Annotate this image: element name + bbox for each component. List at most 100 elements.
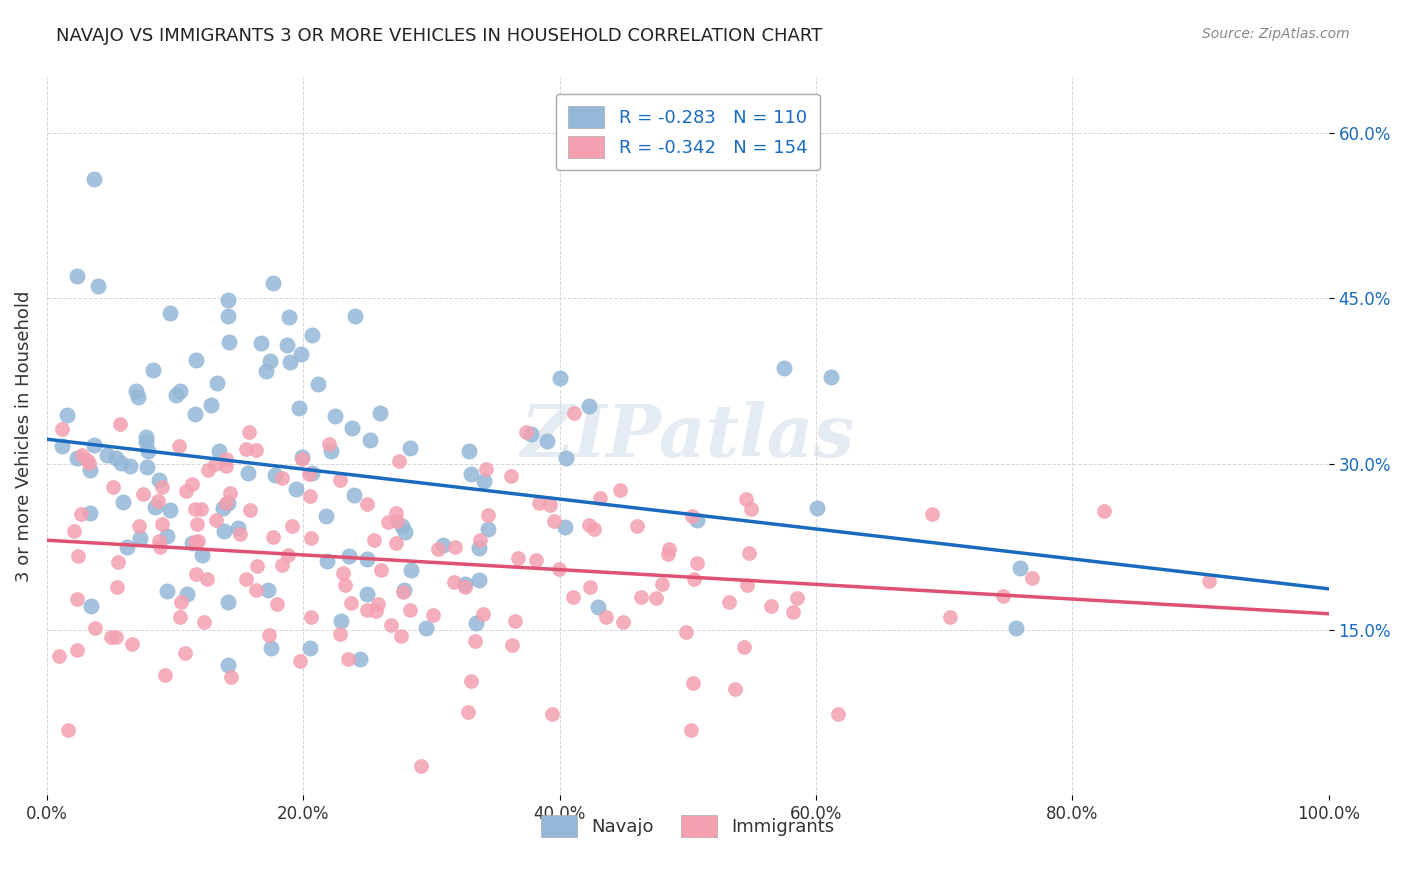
Point [782, 605, 804, 619]
Point [48, 648, 70, 663]
Point [319, 443, 342, 458]
Point [477, 508, 499, 522]
Point [460, 674, 482, 689]
Point [219, 486, 242, 500]
Point [219, 670, 242, 684]
Point [609, 483, 631, 498]
Point [555, 450, 578, 465]
Point [288, 401, 311, 415]
Point [468, 541, 491, 555]
Point [299, 531, 322, 545]
Point [527, 496, 550, 510]
Point [291, 450, 314, 464]
Point [679, 723, 702, 737]
Point [298, 467, 321, 481]
Point [356, 497, 378, 511]
Point [740, 502, 762, 516]
Point [195, 572, 218, 586]
Point [87, 278, 110, 293]
Point [79, 463, 101, 477]
Point [190, 502, 212, 516]
Point [167, 440, 190, 454]
Point [368, 406, 391, 420]
Point [56, 723, 79, 738]
Point [184, 353, 207, 368]
Point [238, 425, 260, 439]
Point [127, 391, 149, 405]
Point [245, 582, 267, 597]
Point [66, 643, 89, 657]
Point [773, 360, 796, 375]
Point [595, 610, 617, 624]
Point [827, 707, 849, 722]
Point [229, 526, 252, 541]
Point [398, 603, 420, 617]
Point [454, 577, 477, 591]
Point [285, 482, 308, 496]
Point [307, 377, 329, 392]
Point [724, 681, 747, 696]
Point [394, 525, 416, 540]
Point [212, 524, 235, 539]
Point [356, 603, 378, 617]
Point [501, 638, 523, 652]
Point [1005, 622, 1028, 636]
Point [105, 630, 128, 644]
Point [315, 509, 337, 524]
Point [626, 519, 648, 533]
Point [921, 507, 943, 521]
Point [718, 595, 741, 609]
Point [938, 610, 960, 624]
Point [291, 451, 314, 466]
Point [65, 591, 87, 606]
Point [170, 595, 193, 609]
Point [299, 610, 322, 624]
Point [329, 473, 352, 487]
Point [336, 652, 359, 666]
Point [318, 437, 340, 451]
Point [259, 628, 281, 642]
Point [169, 610, 191, 624]
Point [105, 580, 128, 594]
Point [685, 513, 707, 527]
Point [129, 531, 152, 545]
Point [226, 521, 249, 535]
Point [215, 452, 238, 467]
Point [363, 533, 385, 547]
Point [184, 502, 207, 516]
Point [301, 466, 323, 480]
Point [118, 459, 141, 474]
Point [675, 625, 697, 640]
Point [165, 387, 187, 401]
Point [132, 486, 155, 500]
Point [367, 597, 389, 611]
Point [583, 522, 606, 536]
Point [298, 641, 321, 656]
Point [79, 506, 101, 520]
Point [135, 434, 157, 449]
Point [143, 500, 166, 514]
Point [236, 466, 259, 480]
Y-axis label: 3 or more Vehicles in Household: 3 or more Vehicles in Household [15, 291, 32, 582]
Point [298, 489, 321, 503]
Point [104, 451, 127, 466]
Point [1008, 561, 1031, 575]
Point [536, 434, 558, 448]
Point [148, 534, 170, 549]
Point [468, 574, 491, 588]
Point [806, 500, 828, 515]
Point [578, 399, 600, 413]
Point [176, 587, 198, 601]
Point [70, 448, 93, 462]
Point [249, 336, 271, 351]
Point [422, 607, 444, 622]
Point [991, 590, 1014, 604]
Point [76, 452, 98, 467]
Point [159, 306, 181, 320]
Point [503, 614, 526, 628]
Point [239, 503, 262, 517]
Point [401, 563, 423, 577]
Legend: Navajo, Immigrants: Navajo, Immigrants [534, 807, 842, 844]
Point [465, 615, 488, 630]
Point [682, 675, 704, 690]
